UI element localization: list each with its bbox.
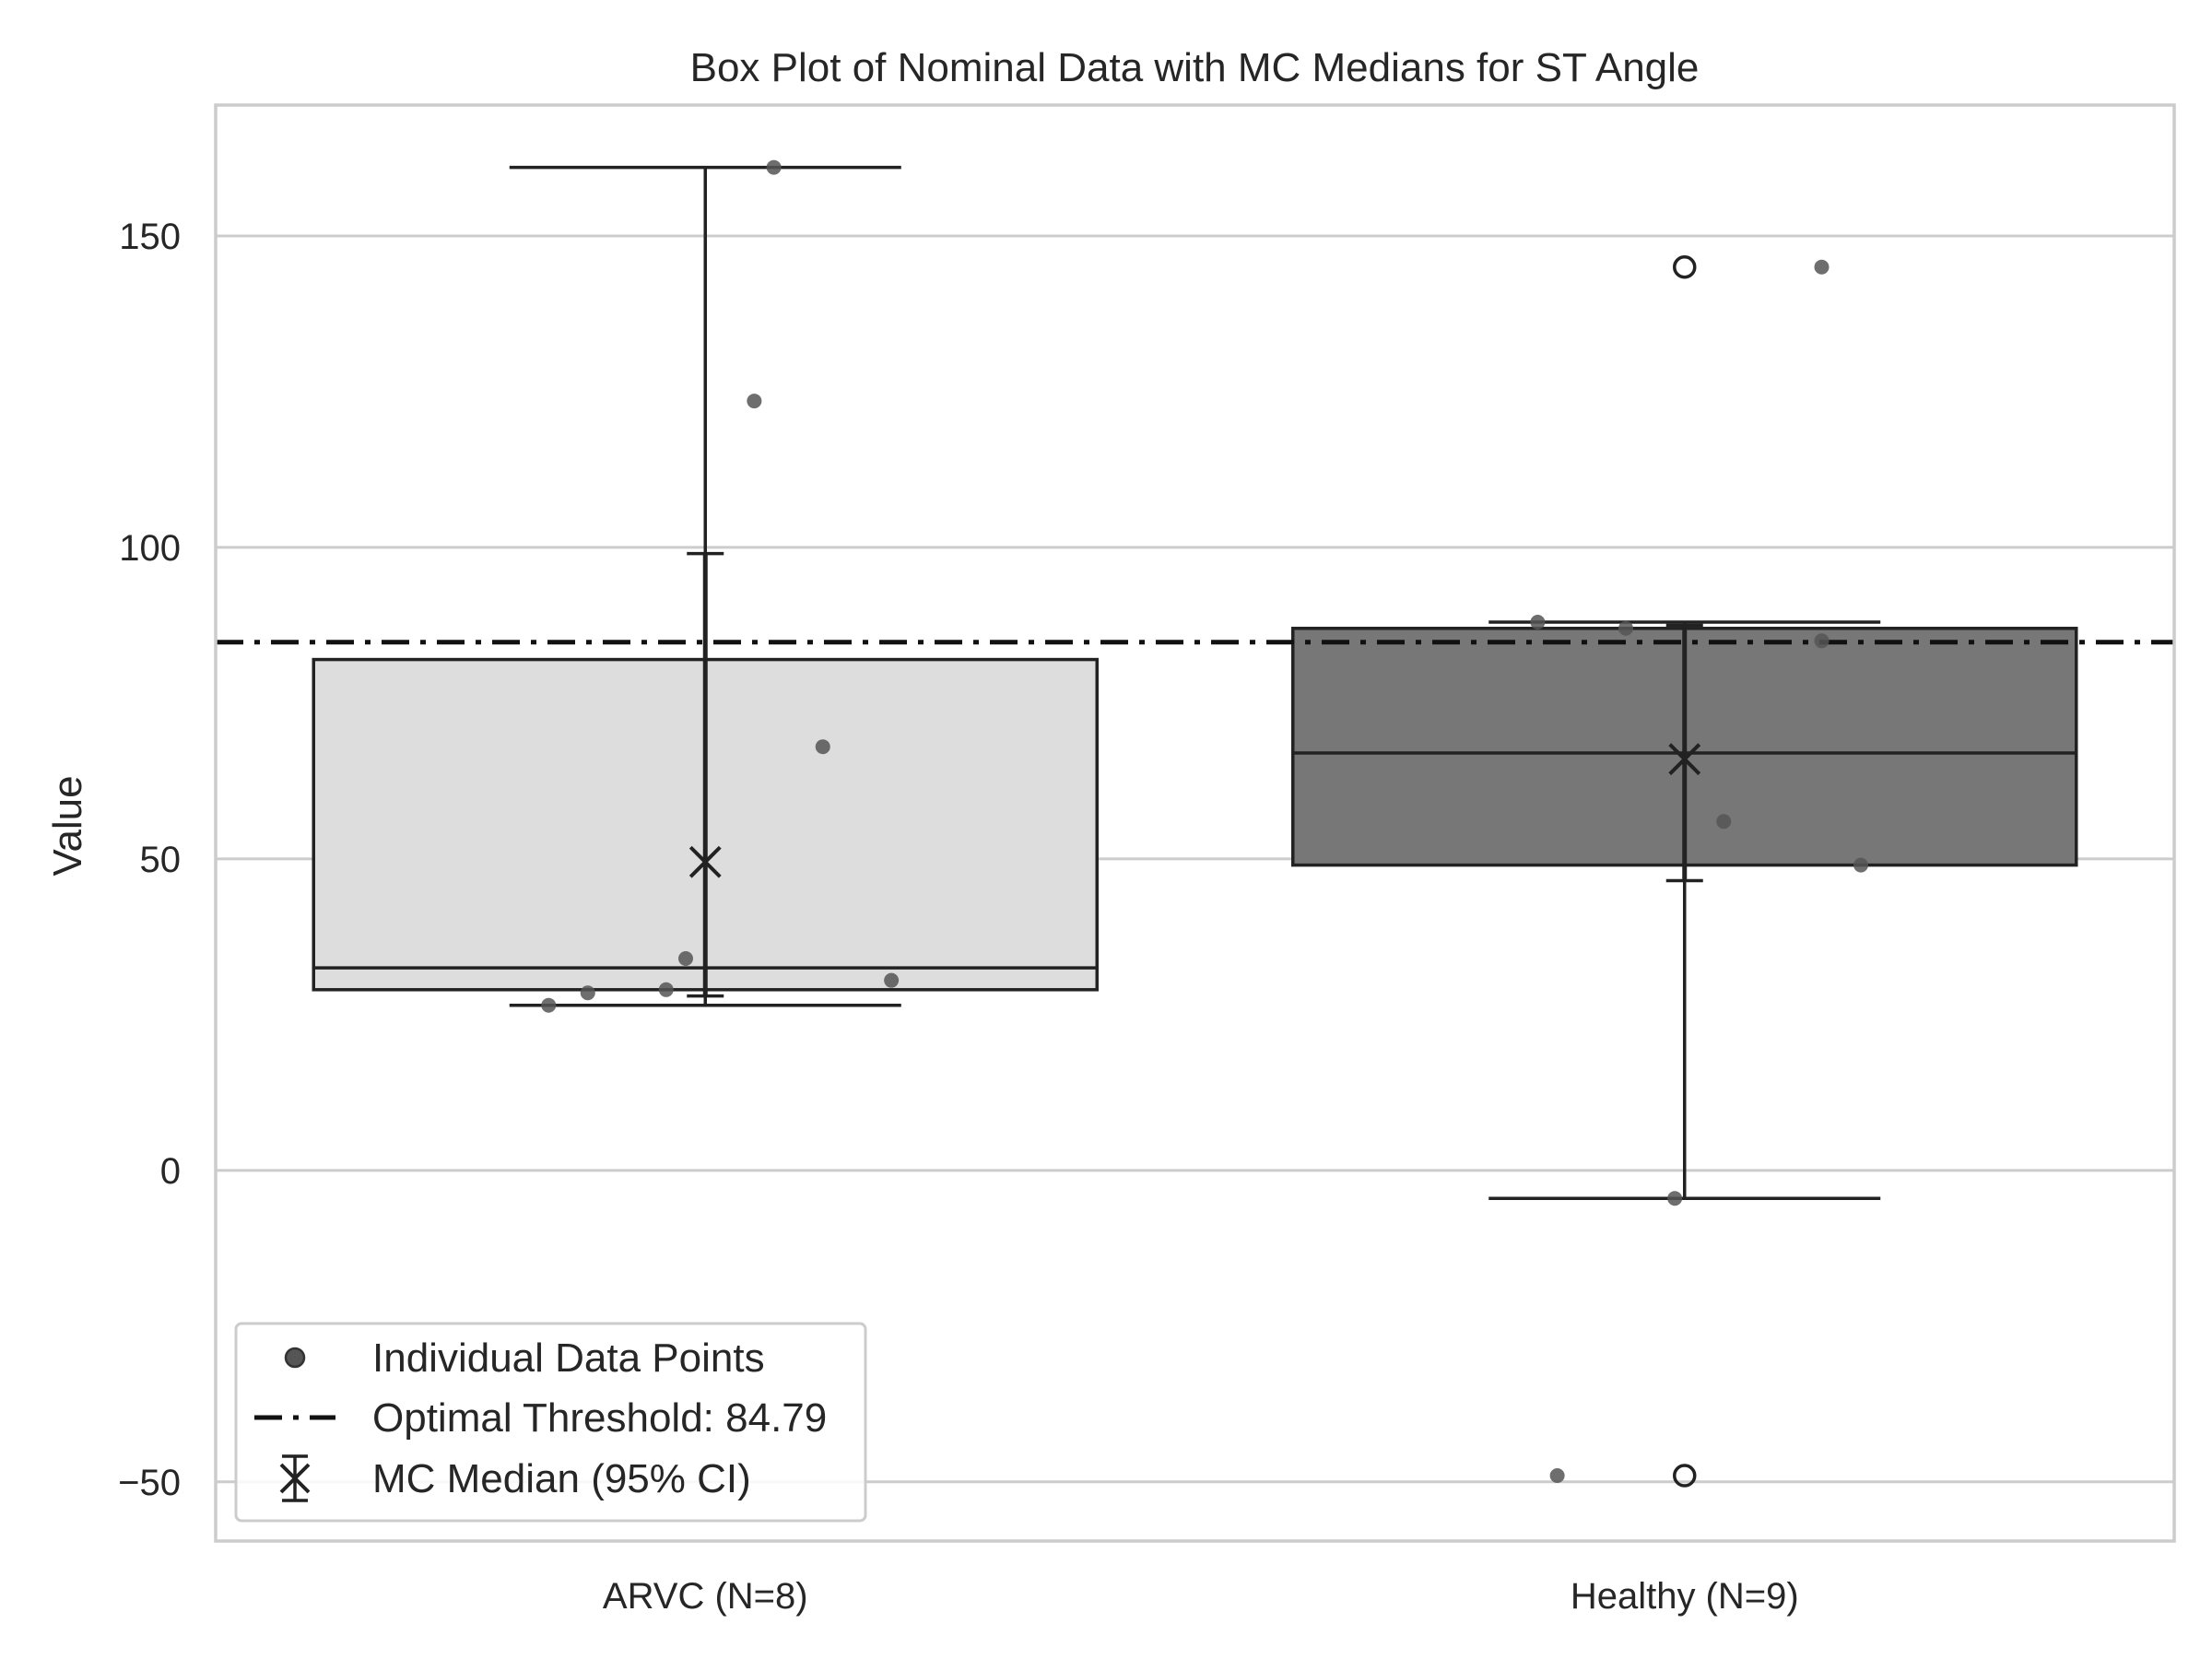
x-tick-label: ARVC (N=8) bbox=[603, 1576, 808, 1617]
mc-median-group bbox=[687, 551, 724, 998]
data-point bbox=[1716, 814, 1732, 830]
data-point bbox=[1618, 620, 1633, 636]
legend-item: Optimal Threshold: 84.79 bbox=[254, 1395, 827, 1441]
legend-box bbox=[234, 1322, 867, 1523]
outlier-marker bbox=[1673, 254, 1697, 279]
y-ticks: −50 0 50 100 150 bbox=[118, 217, 181, 1503]
data-point bbox=[1667, 1191, 1683, 1206]
data-point bbox=[884, 972, 900, 988]
data-point bbox=[1549, 1468, 1565, 1484]
mc-median-group bbox=[1665, 623, 1703, 883]
data-point bbox=[1853, 857, 1868, 873]
chart-title: Box Plot of Nominal Data with MC Medians… bbox=[690, 45, 1700, 90]
data-points bbox=[541, 159, 1868, 1484]
data-point bbox=[766, 159, 782, 175]
data-point bbox=[1530, 615, 1546, 630]
legend-point-marker bbox=[284, 1347, 306, 1369]
legend-label: MC Median (95% CI) bbox=[372, 1456, 751, 1501]
plot-frame bbox=[214, 103, 2176, 1543]
mc-medians bbox=[687, 551, 1703, 998]
y-tick-label: 50 bbox=[140, 840, 182, 880]
y-axis-label: Value bbox=[45, 775, 90, 876]
x-tick-label: Healthy (N=9) bbox=[1571, 1576, 1799, 1617]
data-point bbox=[678, 951, 693, 967]
mc-median-marker bbox=[688, 845, 722, 878]
boxes bbox=[312, 165, 2078, 1488]
data-point bbox=[1814, 259, 1830, 275]
data-point bbox=[541, 997, 557, 1013]
data-point bbox=[580, 985, 595, 1001]
y-tick-label: 0 bbox=[160, 1151, 181, 1192]
data-point bbox=[658, 982, 674, 997]
data-point bbox=[747, 394, 762, 409]
mc-median-marker bbox=[1668, 743, 1701, 776]
legend-item: Individual Data Points bbox=[284, 1335, 765, 1381]
outlier-marker bbox=[1673, 1464, 1697, 1488]
x-ticks: ARVC (N=8) Healthy (N=9) bbox=[603, 1576, 1799, 1617]
data-point bbox=[815, 739, 830, 755]
legend: Individual Data Points Optimal Threshold:… bbox=[234, 1322, 867, 1523]
y-tick-label: 150 bbox=[119, 217, 181, 257]
legend-item: MC Median (95% CI) bbox=[279, 1454, 751, 1502]
y-tick-label: 100 bbox=[119, 528, 181, 569]
legend-label: Individual Data Points bbox=[372, 1335, 765, 1381]
data-point bbox=[1814, 633, 1830, 649]
legend-mc-marker bbox=[279, 1463, 311, 1494]
y-tick-label: −50 bbox=[118, 1463, 181, 1503]
legend-label: Optimal Threshold: 84.79 bbox=[372, 1395, 827, 1441]
